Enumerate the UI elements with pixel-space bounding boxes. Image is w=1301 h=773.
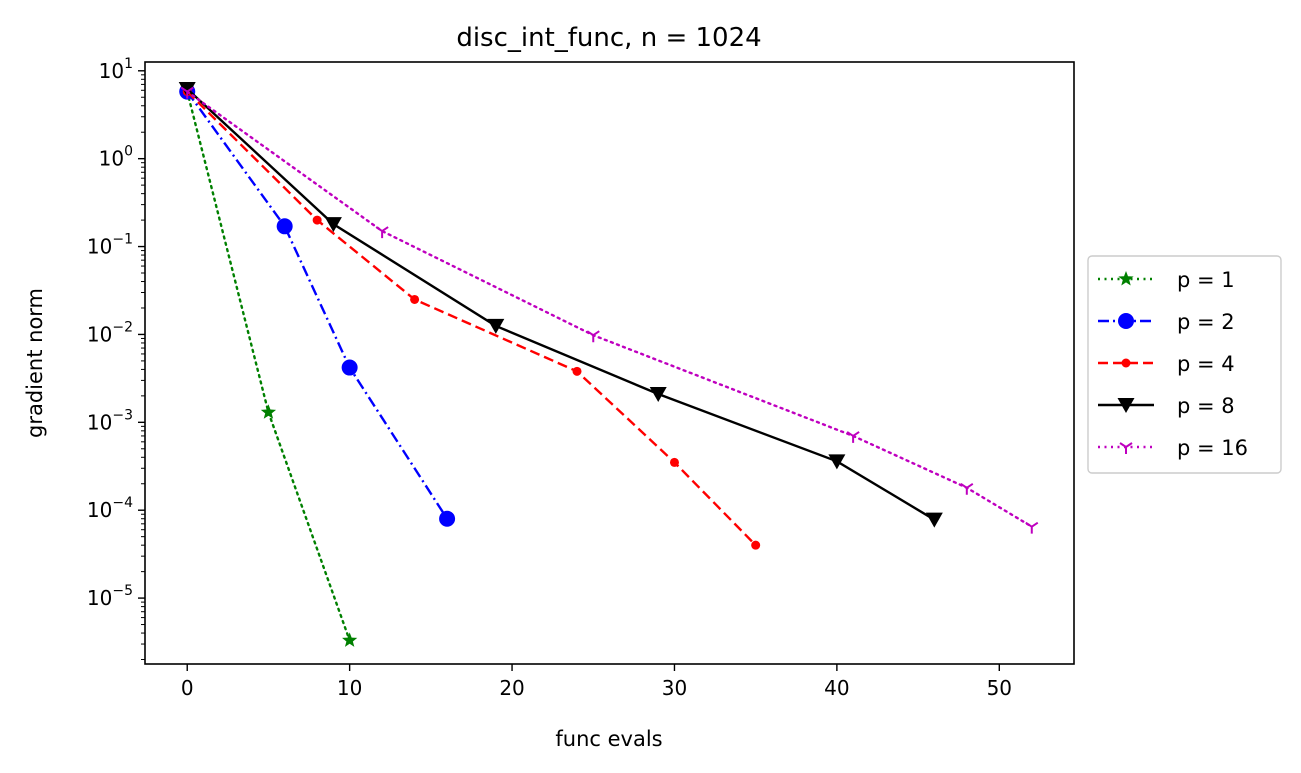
legend-marker: [1121, 358, 1131, 368]
x-tick-label: 10: [337, 676, 362, 700]
series-line: [186, 88, 935, 521]
legend-entry: p = 1: [1098, 268, 1235, 292]
series-line: [186, 90, 1033, 528]
data-point: [751, 540, 761, 550]
data-point: [276, 218, 293, 235]
chart-title: disc_int_func, n = 1024: [456, 23, 761, 53]
data-point: [586, 330, 600, 343]
legend-label: p = 2: [1177, 310, 1235, 334]
series-5: [180, 86, 1039, 534]
legend-label: p = 8: [1177, 394, 1235, 418]
y-tick-label: 10−3: [87, 407, 133, 434]
y-tick-label: 10−5: [87, 583, 133, 610]
data-point: [828, 454, 846, 470]
data-point: [960, 482, 974, 495]
y-tick-label: 101: [99, 56, 133, 83]
data-point: [439, 510, 456, 527]
series-layer: [178, 82, 1039, 647]
data-point: [572, 366, 582, 376]
series-1: [179, 83, 358, 647]
y-tick-label: 10−2: [87, 319, 133, 346]
y-axis: 101 100 10−1 10−2 10−3 10−4 10−5: [87, 56, 145, 661]
series-line: [186, 90, 757, 547]
legend-entry: p = 4: [1098, 352, 1235, 376]
legend-marker: [1118, 271, 1134, 286]
legend: p = 1 p = 2 p = 4 p = 8 p = 16: [1087, 255, 1282, 474]
legend-frame: [1087, 255, 1282, 474]
legend-marker: [1117, 398, 1135, 413]
legend-label: p = 1: [1177, 268, 1235, 292]
x-tick-label: 50: [987, 676, 1012, 700]
legend-label: p = 4: [1177, 352, 1235, 376]
x-tick-label: 0: [181, 676, 194, 700]
data-point: [180, 86, 194, 99]
x-axis: 0 10 20 30 40 50: [181, 664, 1012, 700]
data-point: [260, 404, 277, 419]
data-point: [324, 217, 342, 233]
legend-marker: [1119, 442, 1133, 454]
y-tick-label: 100: [99, 144, 133, 171]
series-3: [182, 87, 761, 550]
y-axis-label: gradient norm: [23, 288, 47, 438]
data-point: [341, 359, 358, 376]
data-point: [375, 226, 389, 239]
x-axis-label: func evals: [555, 727, 662, 751]
data-point: [925, 512, 943, 528]
data-point: [487, 318, 505, 334]
x-tick-label: 30: [662, 676, 687, 700]
legend-label: p = 16: [1177, 436, 1248, 460]
data-point: [342, 632, 358, 647]
data-point: [312, 215, 322, 225]
plot-area: [144, 61, 1075, 665]
data-point: [649, 387, 667, 403]
series-line: [186, 90, 351, 642]
y-tick-label: 10−1: [87, 232, 133, 259]
series-2: [179, 83, 456, 527]
legend-entry: p = 2: [1098, 310, 1235, 334]
data-point: [410, 294, 420, 304]
data-point: [178, 82, 196, 98]
data-point: [669, 457, 679, 467]
x-tick-label: 40: [824, 676, 849, 700]
legend-marker: [1118, 313, 1134, 329]
data-point: [846, 431, 860, 443]
series-line: [186, 90, 449, 520]
series-4: [178, 82, 943, 528]
y-tick-label: 10−4: [87, 495, 133, 522]
legend-entry: p = 16: [1098, 436, 1248, 460]
x-tick-label: 20: [499, 676, 524, 700]
data-point: [1025, 521, 1039, 534]
legend-entry: p = 8: [1098, 394, 1235, 418]
